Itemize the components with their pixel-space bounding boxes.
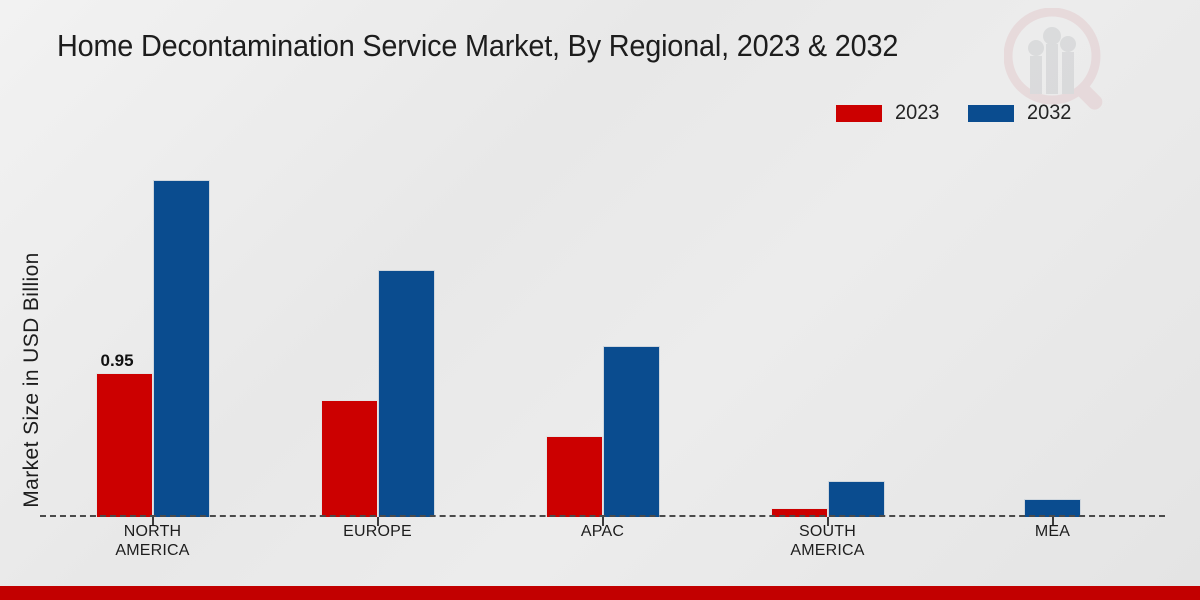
x-axis-label: APAC	[580, 523, 625, 540]
axis-tick	[826, 517, 829, 526]
bar-pair	[320, 270, 435, 526]
x-axis-label: SOUTH AMERICA	[790, 523, 865, 559]
bar-2032[interactable]	[377, 270, 435, 517]
x-axis-category-labels: NORTH AMERICA EUROPE APAC SOUTH AMERICA MEA	[40, 522, 1165, 560]
bar-2032[interactable]	[1024, 499, 1081, 517]
bar-2023[interactable]	[320, 399, 378, 517]
bar-2032[interactable]	[827, 481, 885, 517]
bar-value-label: 0.95	[100, 350, 134, 370]
axis-tick	[376, 517, 379, 526]
bar-pair	[1024, 499, 1081, 526]
bar-group	[940, 140, 1165, 526]
axis-tick	[151, 517, 154, 526]
bar-pair	[770, 481, 885, 526]
bar-groups: 0.95	[40, 140, 1165, 526]
legend-swatch-2023	[836, 104, 882, 122]
bar-group	[490, 140, 715, 526]
legend-item-2032[interactable]: 2032	[967, 101, 1074, 125]
legend-label-2032: 2032	[1026, 101, 1072, 124]
bar-2023[interactable]	[770, 508, 828, 517]
axis-tick	[601, 517, 604, 526]
legend-label-2023: 2023	[895, 101, 940, 124]
bar-group	[715, 140, 940, 526]
bar-2023[interactable]	[545, 436, 603, 517]
x-axis-label: MEA	[1034, 523, 1071, 540]
legend-swatch-2032	[967, 104, 1014, 122]
plot-area: 0.95	[40, 140, 1165, 526]
x-axis-label: NORTH AMERICA	[115, 523, 190, 559]
chart-legend: 2023 2032	[836, 101, 1073, 125]
axis-tick	[1051, 517, 1054, 526]
bar-2032[interactable]	[152, 179, 210, 517]
bar-pair: 0.95	[95, 179, 210, 526]
bar-group: 0.95	[40, 140, 265, 526]
legend-item-2023[interactable]: 2023	[836, 101, 942, 125]
axis-baseline	[40, 515, 1165, 517]
bar-2023[interactable]: 0.95	[95, 351, 153, 517]
chart-title: Home Decontamination Service Market, By …	[57, 28, 899, 63]
x-axis-label: EUROPE	[343, 523, 412, 540]
footer-accent-bar	[0, 586, 1200, 600]
bar-group	[265, 140, 490, 526]
bar-2032[interactable]	[602, 345, 660, 517]
bar-pair	[545, 345, 660, 526]
